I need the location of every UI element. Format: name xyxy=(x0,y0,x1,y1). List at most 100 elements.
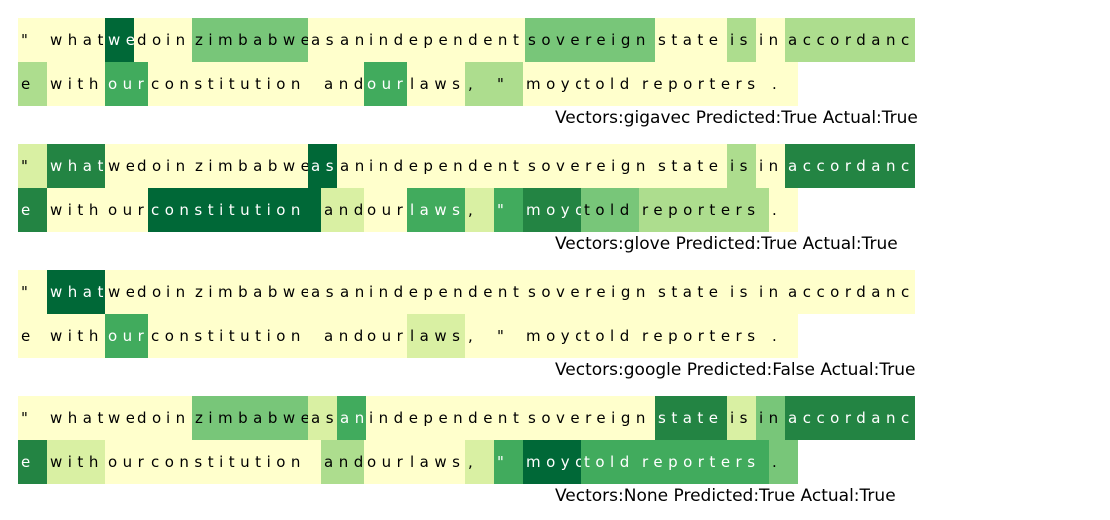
token-cell: and xyxy=(321,188,364,232)
token-cell: we xyxy=(105,144,134,188)
token-cell: " xyxy=(18,270,47,314)
token-cell: sovereign xyxy=(525,396,655,440)
token-cell: an xyxy=(337,18,366,62)
token-cell: do xyxy=(134,396,163,440)
token-cell: state xyxy=(655,144,727,188)
token-cell: what xyxy=(47,396,105,440)
token-cell: independent xyxy=(366,396,525,440)
token-cell: accordanc xyxy=(785,270,915,314)
token-cell: state xyxy=(655,270,727,314)
token-cell: moyo xyxy=(523,62,581,106)
token-cell: . xyxy=(769,188,798,232)
token-cell: with xyxy=(47,62,105,106)
token-cell: moyo xyxy=(523,440,581,484)
token-cell: , xyxy=(465,314,494,358)
panel-caption: Vectors:glove Predicted:True Actual:True xyxy=(555,234,898,254)
token-cell: an xyxy=(337,396,366,440)
token-cell: reporters xyxy=(639,62,769,106)
token-cell: , xyxy=(465,440,494,484)
token-cell: e xyxy=(18,188,47,232)
token-cell: " xyxy=(494,188,523,232)
token-cell: is xyxy=(727,270,756,314)
panel-caption: Vectors:gigavec Predicted:True Actual:Tr… xyxy=(555,108,918,128)
token-cell: our xyxy=(105,62,148,106)
token-cell: told xyxy=(581,62,639,106)
token-cell: in xyxy=(756,144,785,188)
token-cell: our xyxy=(105,188,148,232)
token-cell: laws xyxy=(407,314,465,358)
token-cell: in xyxy=(756,396,785,440)
token-cell: constitution xyxy=(148,188,321,232)
token-cell: laws xyxy=(407,440,465,484)
token-cell: is xyxy=(727,396,756,440)
token-cell: " xyxy=(494,440,523,484)
token-cell: what xyxy=(47,270,105,314)
token-cell: reporters xyxy=(639,440,769,484)
token-cell: our xyxy=(364,314,407,358)
token-cell: we xyxy=(105,270,134,314)
token-cell: zimbabwe xyxy=(192,144,308,188)
token-cell: " xyxy=(18,144,47,188)
token-cell: our xyxy=(364,62,407,106)
token-cell: . xyxy=(769,314,798,358)
token-cell: accordanc xyxy=(785,396,915,440)
token-cell: independent xyxy=(366,144,525,188)
token-cell: and xyxy=(321,314,364,358)
token-cell: in xyxy=(163,270,192,314)
token-cell: in xyxy=(756,18,785,62)
token-cell: constitution xyxy=(148,440,321,484)
token-cell: with xyxy=(47,188,105,232)
token-cell: " xyxy=(494,62,523,106)
token-cell: an xyxy=(337,144,366,188)
token-cell: accordanc xyxy=(785,18,915,62)
token-cell: as xyxy=(308,18,337,62)
token-cell: laws xyxy=(407,62,465,106)
token-cell: do xyxy=(134,144,163,188)
token-cell: our xyxy=(364,188,407,232)
token-cell: do xyxy=(134,270,163,314)
token-cell: do xyxy=(134,18,163,62)
token-cell: independent xyxy=(366,270,525,314)
token-cell: and xyxy=(321,440,364,484)
token-cell: our xyxy=(105,440,148,484)
token-cell: what xyxy=(47,144,105,188)
token-cell: is xyxy=(727,18,756,62)
token-cell: " xyxy=(18,396,47,440)
token-cell: our xyxy=(364,440,407,484)
token-cell: , xyxy=(465,188,494,232)
token-cell: zimbabwe xyxy=(192,396,308,440)
token-cell: zimbabwe xyxy=(192,270,308,314)
token-cell: we xyxy=(105,396,134,440)
token-cell: an xyxy=(337,270,366,314)
token-cell: what xyxy=(47,18,105,62)
token-cell: we xyxy=(105,18,134,62)
token-cell: told xyxy=(581,188,639,232)
token-cell: as xyxy=(308,144,337,188)
token-cell: moyo xyxy=(523,314,581,358)
token-cell: constitution xyxy=(148,314,321,358)
token-cell: in xyxy=(163,144,192,188)
token-cell: state xyxy=(655,18,727,62)
token-cell: " xyxy=(18,18,47,62)
token-cell: with xyxy=(47,314,105,358)
token-cell: reporters xyxy=(639,314,769,358)
token-cell: sovereign xyxy=(525,18,655,62)
token-cell: constitution xyxy=(148,62,321,106)
token-cell: . xyxy=(769,440,798,484)
panel-caption: Vectors:google Predicted:False Actual:Tr… xyxy=(555,360,916,380)
token-cell: as xyxy=(308,396,337,440)
token-cell: zimbabwe xyxy=(192,18,308,62)
token-cell: and xyxy=(321,62,364,106)
token-cell: with xyxy=(47,440,105,484)
token-cell: " xyxy=(494,314,523,358)
token-cell: accordanc xyxy=(785,144,915,188)
token-cell: independent xyxy=(366,18,525,62)
token-cell: , xyxy=(465,62,494,106)
token-cell: is xyxy=(727,144,756,188)
token-cell: moyo xyxy=(523,188,581,232)
token-cell: sovereign xyxy=(525,270,655,314)
token-cell: reporters xyxy=(639,188,769,232)
token-cell: our xyxy=(105,314,148,358)
token-cell: sovereign xyxy=(525,144,655,188)
